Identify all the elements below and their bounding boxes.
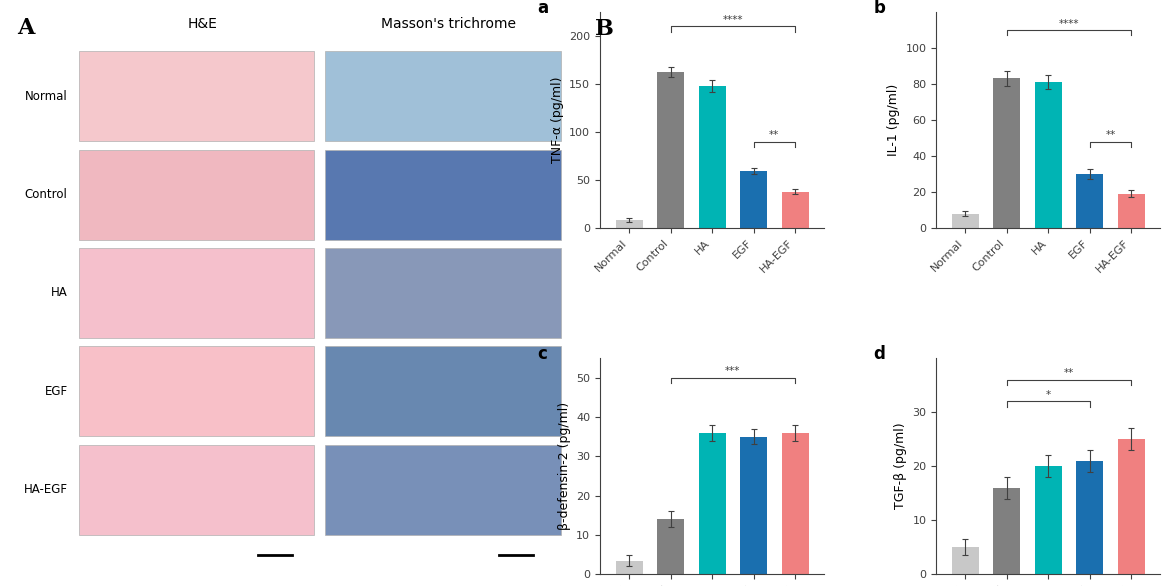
Bar (782, 192, 809, 228)
Bar (1076, 174, 1103, 228)
Text: HA-EGF: HA-EGF (23, 483, 68, 496)
Text: EGF: EGF (45, 385, 68, 398)
Text: **: ** (1105, 131, 1116, 141)
Bar (993, 79, 1020, 228)
Text: c: c (537, 345, 547, 363)
Text: ****: **** (1058, 19, 1079, 29)
Y-axis label: β-defensin-2 (pg/ml): β-defensin-2 (pg/ml) (558, 402, 571, 530)
Text: B: B (595, 18, 614, 40)
Text: **: ** (1064, 369, 1074, 379)
Bar (699, 432, 725, 574)
Text: HA: HA (52, 287, 68, 299)
Bar (1118, 194, 1145, 228)
Text: d: d (873, 345, 885, 363)
Text: ***: *** (725, 366, 741, 376)
Bar (740, 171, 766, 228)
Bar (1076, 461, 1103, 574)
Y-axis label: IL-1 (pg/ml): IL-1 (pg/ml) (887, 84, 900, 156)
Text: Normal: Normal (25, 90, 68, 103)
Text: Control: Control (25, 188, 68, 201)
Text: ****: **** (723, 15, 743, 25)
Bar (699, 86, 725, 228)
Bar (1118, 439, 1145, 574)
Text: a: a (537, 0, 548, 17)
Text: b: b (873, 0, 885, 17)
Bar (657, 519, 684, 574)
Text: *: * (1045, 390, 1051, 400)
Y-axis label: TNF-α (pg/ml): TNF-α (pg/ml) (551, 77, 564, 163)
Text: A: A (18, 18, 35, 39)
Bar (615, 220, 642, 228)
Bar (993, 488, 1020, 574)
Text: Masson's trichrome: Masson's trichrome (381, 18, 516, 31)
Bar (952, 214, 979, 228)
Bar (740, 437, 766, 574)
Bar (1035, 82, 1062, 228)
Bar (1035, 466, 1062, 574)
Y-axis label: TGF-β (pg/ml): TGF-β (pg/ml) (894, 423, 907, 509)
Bar (952, 547, 979, 574)
Bar (657, 72, 684, 228)
Bar (615, 561, 642, 574)
Text: **: ** (769, 131, 779, 141)
Bar (782, 432, 809, 574)
Text: H&E: H&E (188, 18, 217, 31)
